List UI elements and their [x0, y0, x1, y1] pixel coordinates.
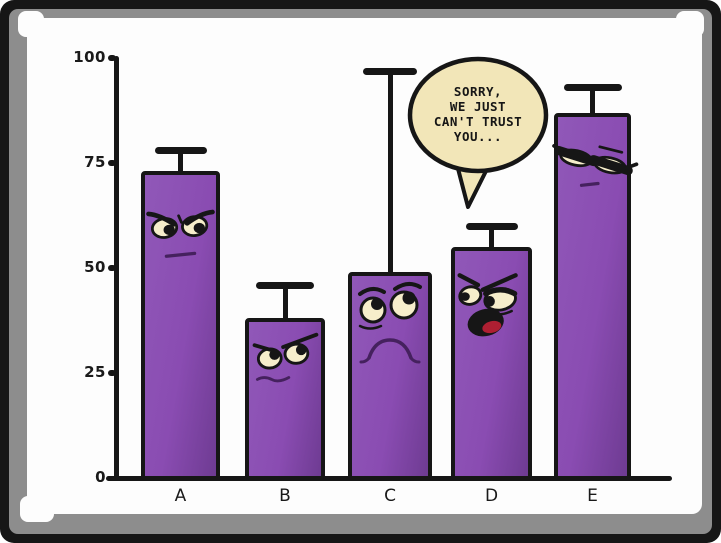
error-bar-stem-C: [387, 71, 393, 278]
canvas-corner-notch: [676, 11, 704, 37]
x-category-label-C: C: [384, 486, 396, 506]
y-tick-label: 75: [84, 153, 106, 171]
y-tick-label: 50: [84, 258, 106, 276]
bar-E: [554, 113, 631, 481]
error-bar-cap-C: [363, 68, 417, 75]
x-axis: [106, 476, 672, 481]
y-tick-label: 0: [95, 468, 106, 486]
bar-A: [141, 171, 220, 481]
y-tick-label: 100: [73, 48, 106, 66]
x-category-label-E: E: [587, 486, 598, 506]
error-bar-stem-E: [590, 87, 595, 119]
error-bar-cap-B: [256, 282, 314, 289]
error-bar-cap-D: [465, 223, 518, 230]
speech-bubble-text: SORRY, WE JUST CAN'T TRUST YOU...: [410, 84, 546, 144]
y-tick-mark: [108, 55, 116, 61]
speech-line: YOU...: [453, 129, 503, 144]
speech-balloon-icon: [407, 56, 549, 209]
x-category-label-D: D: [484, 486, 499, 506]
speech-line: CAN'T TRUST: [433, 114, 523, 129]
canvas-corner-notch: [20, 496, 54, 522]
x-category-label-A: A: [174, 486, 187, 506]
speech-line: WE JUST: [449, 99, 507, 114]
y-tick-mark: [108, 370, 116, 376]
bar-D: [451, 247, 532, 481]
canvas-corner-notch: [18, 11, 44, 37]
y-tick-mark: [108, 265, 116, 271]
error-bar-cap-A: [154, 147, 207, 154]
x-category-label-B: B: [279, 486, 291, 506]
speech-line: SORRY,: [453, 84, 503, 99]
y-tick-label: 25: [84, 363, 106, 381]
error-bar-stem-D: [489, 226, 494, 253]
error-bar-cap-E: [563, 84, 622, 91]
error-bar-stem-B: [282, 285, 288, 324]
error-bar-stem-A: [178, 150, 183, 177]
bar-C: [348, 272, 432, 481]
bar-B: [245, 318, 325, 481]
y-tick-mark: [108, 160, 116, 166]
speech-bubble: SORRY, WE JUST CAN'T TRUST YOU...: [406, 55, 556, 219]
y-axis: [114, 56, 119, 481]
